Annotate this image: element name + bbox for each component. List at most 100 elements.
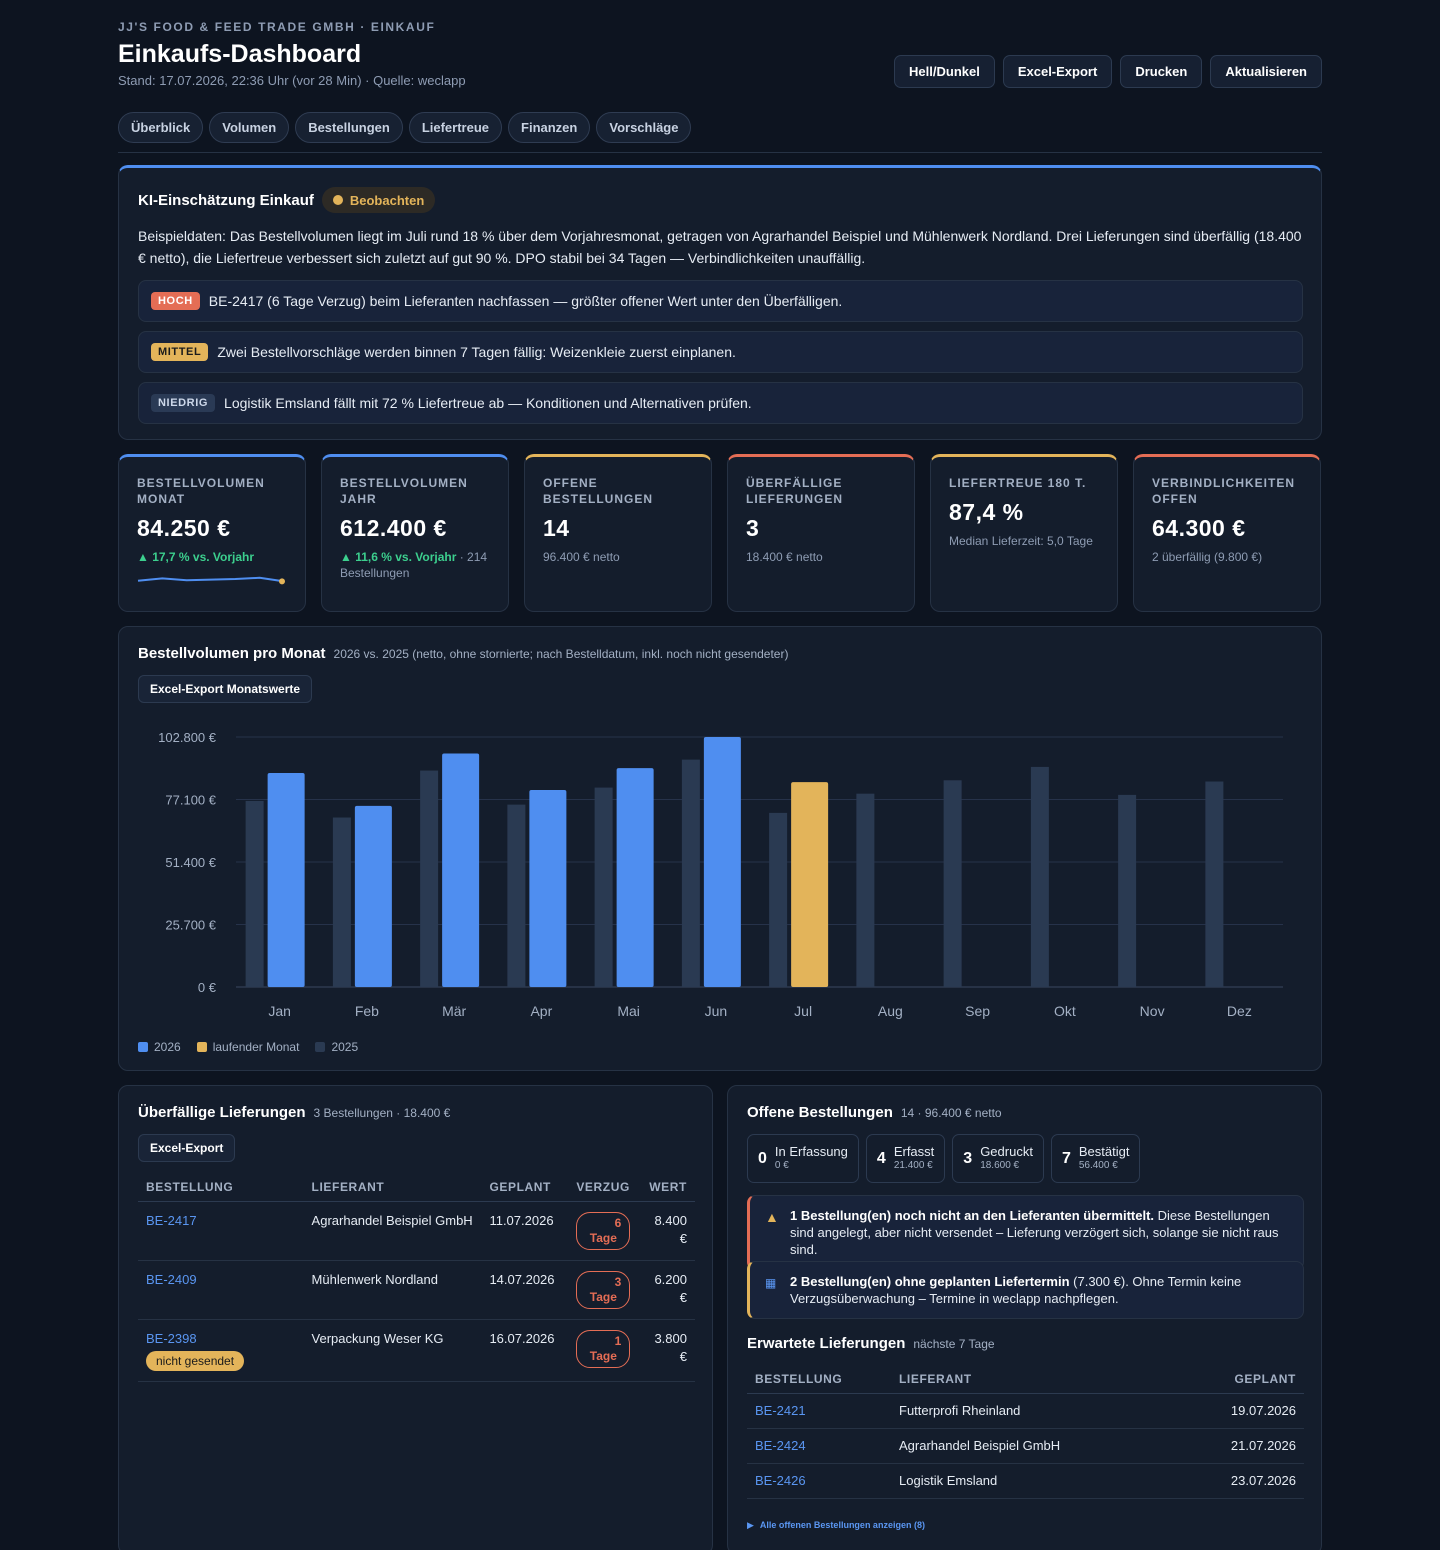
legend-item-2026[interactable]: 2026 (138, 1040, 181, 1054)
table-row[interactable]: BE-2426 Logistik Emsland 23.07.2026 (747, 1463, 1304, 1499)
column-header-order[interactable]: BESTELLUNG (138, 1173, 304, 1202)
chart-legend: 2026 laufender Monat 2025 (138, 1040, 358, 1054)
value-currency: € (679, 1289, 687, 1305)
column-header-order[interactable]: BESTELLUNG (747, 1365, 891, 1394)
kpi-order-volume-year[interactable]: BESTELLVOLUMEN JAHR 612.400 € ▲ 11,6 % v… (321, 454, 509, 612)
overdue-excel-export-button[interactable]: Excel-Export (138, 1134, 236, 1162)
kpi-trend-line: ▲ 17,7 % vs. Vorjahr (137, 549, 287, 565)
kpi-value: 612.400 € (340, 515, 447, 541)
kpi-overdue-deliveries[interactable]: ÜBERFÄLLIGE LIEFERUNGEN 3 18.400 € netto (727, 454, 915, 612)
x-tick-label: Mär (442, 1003, 466, 1019)
bar-2025-Apr[interactable] (507, 804, 526, 987)
delay-unit: Tage (589, 1348, 617, 1363)
kpi-order-volume-month[interactable]: BESTELLVOLUMEN MONAT 84.250 € ▲ 17,7 % v… (118, 454, 306, 612)
supplier-cell: Agrarhandel Beispiel GmbH (891, 1428, 1184, 1464)
tab-liefertreue[interactable]: Liefertreue (408, 112, 503, 143)
bar-2025-Dez[interactable] (1205, 781, 1224, 987)
bar-2026-Jun[interactable] (703, 737, 741, 987)
kpi-label: BESTELLVOLUMEN MONAT (137, 476, 265, 506)
ki-status-badge: Beobachten (321, 187, 436, 213)
bar-2026-Jul[interactable] (791, 782, 829, 987)
table-row[interactable]: BE-2409 Mühlenwerk Nordland 14.07.2026 3 Tag… (138, 1260, 695, 1320)
delay-days: 1 (614, 1333, 622, 1348)
tab-vorschlaege[interactable]: Vorschläge (596, 112, 692, 143)
legend-label: laufender Monat (212, 1040, 300, 1054)
kpi-open-liabilities[interactable]: VERBINDLICHKEITEN OFFEN 64.300 € 2 überf… (1133, 454, 1321, 612)
table-row[interactable]: BE-2398 nicht gesendet Verpackung Weser KG… (138, 1319, 695, 1382)
planned-cell: 23.07.2026 (1184, 1463, 1304, 1499)
x-tick-label: Jun (705, 1003, 728, 1019)
refresh-button[interactable]: Aktualisieren (1210, 55, 1322, 88)
delay-unit: Tage (589, 1289, 617, 1304)
bar-2025-Mär[interactable] (420, 770, 439, 987)
order-volume-chart-card: Bestellvolumen pro Monat 2026 vs. 2025 (… (118, 626, 1322, 1071)
table-row[interactable]: BE-2417 Agrarhandel Beispiel GmbH 11.07.20… (138, 1201, 695, 1261)
show-all-label: Alle offenen Bestellungen anzeigen (8) (759, 1520, 925, 1530)
kpi-subtext: 2 überfällig (9.800 €) (1152, 550, 1263, 564)
kpi-delivery-reliability[interactable]: LIEFERTREUE 180 T. 87,4 % Median Lieferz… (930, 454, 1118, 612)
order-link[interactable]: BE-2426 (755, 1472, 806, 1488)
bar-2025-Nov[interactable] (1118, 794, 1137, 987)
status-count: 3 (963, 1149, 973, 1167)
kpi-subtext: Median Lieferzeit: 5,0 Tage (949, 534, 1093, 548)
table-row[interactable]: BE-2424 Agrarhandel Beispiel GmbH 21.07.20… (747, 1428, 1304, 1464)
order-link[interactable]: BE-2409 (146, 1271, 197, 1287)
legend-item-running-month[interactable]: laufender Monat (196, 1040, 300, 1054)
print-button[interactable]: Drucken (1120, 55, 1203, 88)
order-cell: BE-2421 (747, 1393, 891, 1429)
kpi-sparkline (137, 576, 285, 585)
tab-bestellungen[interactable]: Bestellungen (295, 112, 403, 143)
bar-2026-Mär[interactable] (442, 753, 480, 987)
theme-toggle-button[interactable]: Hell/Dunkel (894, 55, 995, 88)
bar-2026-Jan[interactable] (267, 772, 305, 987)
planned-cell: 14.07.2026 (481, 1260, 569, 1320)
status-erfasst[interactable]: 4 Erfasst 21.400 € (865, 1134, 946, 1183)
status-bestaetigt[interactable]: 7 Bestätigt 56.400 € (1050, 1134, 1141, 1183)
overdue-table: BESTELLUNG LIEFERANT GEPLANT VERZUG WERT… (138, 1173, 695, 1382)
chart-excel-export-button[interactable]: Excel-Export Monatswerte (138, 675, 313, 703)
overdue-header: Überfällige Lieferungen 3 Bestellungen ·… (138, 1104, 450, 1121)
planned-cell: 16.07.2026 (481, 1319, 569, 1382)
table-row[interactable]: BE-2421 Futterprofi Rheinland 19.07.2026 (747, 1393, 1304, 1429)
tab-finanzen[interactable]: Finanzen (508, 112, 591, 143)
column-header-planned[interactable]: GEPLANT (481, 1173, 569, 1202)
table-header-row: BESTELLUNG LIEFERANT GEPLANT VERZUG WERT (138, 1173, 695, 1202)
tab-volumen[interactable]: Volumen (209, 112, 290, 143)
legend-label: 2025 (331, 1040, 359, 1054)
show-all-open-orders-link[interactable]: ▶ Alle offenen Bestellungen anzeigen (8) (747, 1517, 931, 1533)
bar-2025-Jun[interactable] (681, 759, 700, 987)
excel-export-button[interactable]: Excel-Export (1002, 55, 1113, 88)
ki-summary: Beispieldaten: Das Bestellvolumen liegt … (138, 228, 1302, 266)
bar-2026-Feb[interactable] (354, 805, 392, 987)
bar-2025-Feb[interactable] (332, 817, 351, 987)
order-link[interactable]: BE-2421 (755, 1402, 806, 1418)
kpi-open-orders[interactable]: OFFENE BESTELLUNGEN 14 96.400 € netto (524, 454, 712, 612)
value-amount: 6.200 (654, 1271, 687, 1287)
column-header-delay[interactable]: VERZUG (568, 1173, 642, 1202)
order-link[interactable]: BE-2424 (755, 1437, 806, 1453)
bar-2025-Sep[interactable] (943, 780, 962, 987)
bar-2026-Mai[interactable] (616, 768, 654, 987)
value-amount: 8.400 (654, 1212, 687, 1228)
order-link[interactable]: BE-2398 (146, 1330, 197, 1346)
bar-2026-Apr[interactable] (529, 790, 567, 987)
status-label: In Erfassung (774, 1143, 848, 1159)
order-cell: BE-2424 (747, 1428, 891, 1464)
tab-ueberblick[interactable]: Überblick (118, 112, 204, 143)
bar-2025-Mai[interactable] (594, 787, 613, 987)
column-header-value[interactable]: WERT (641, 1173, 695, 1202)
status-in-erfassung[interactable]: 0 In Erfassung 0 € (747, 1134, 859, 1183)
kpi-label: VERBINDLICHKEITEN OFFEN (1152, 476, 1296, 506)
column-header-supplier[interactable]: LIEFERANT (891, 1365, 1184, 1394)
bar-2025-Okt[interactable] (1030, 766, 1049, 987)
bar-2025-Jul[interactable] (769, 812, 788, 987)
order-link[interactable]: BE-2417 (146, 1212, 197, 1228)
status-gedruckt[interactable]: 3 Gedruckt 18.600 € (952, 1134, 1044, 1183)
bar-2025-Aug[interactable] (856, 793, 875, 987)
legend-item-2025[interactable]: 2025 (315, 1040, 358, 1054)
status-dot-icon (332, 195, 343, 205)
bar-2025-Jan[interactable] (245, 800, 264, 987)
column-header-supplier[interactable]: LIEFERANT (303, 1173, 482, 1202)
order-cell: BE-2409 (138, 1260, 304, 1320)
column-header-planned[interactable]: GEPLANT (1184, 1365, 1304, 1394)
